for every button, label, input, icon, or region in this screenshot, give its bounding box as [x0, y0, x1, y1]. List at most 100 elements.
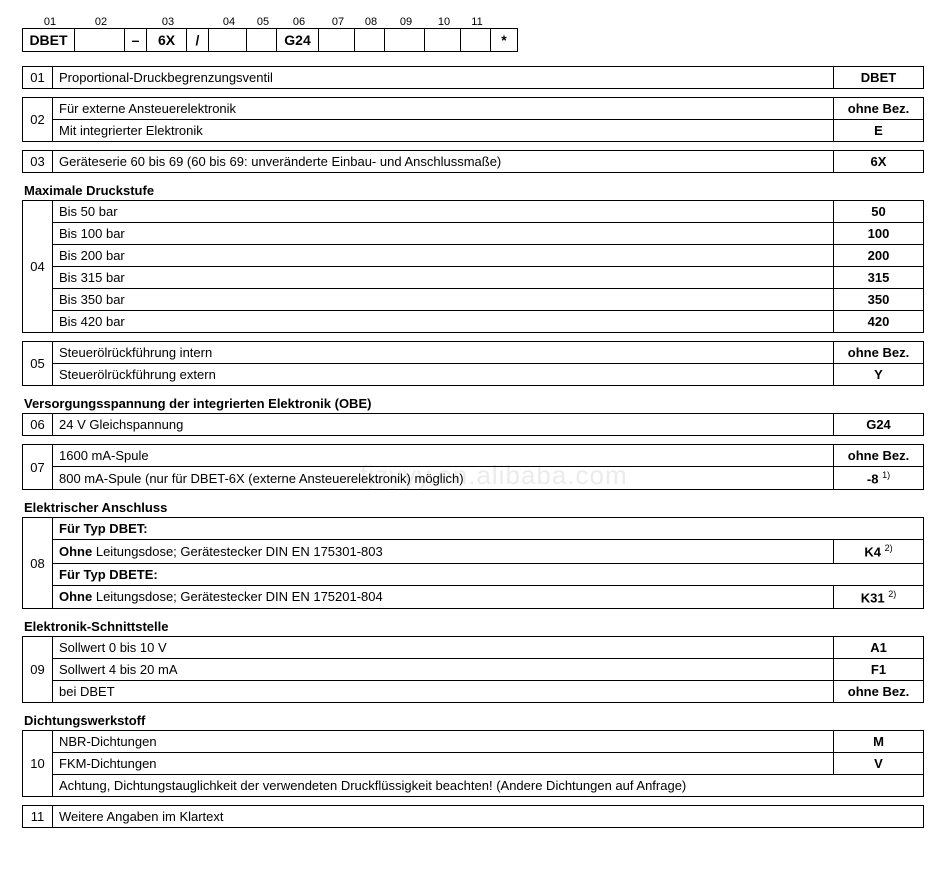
- sec09-title: Elektronik-Schnittstelle: [24, 619, 924, 634]
- sec01-num: 01: [23, 67, 53, 89]
- sec02-r0-code: ohne Bez.: [834, 98, 924, 120]
- cell-07: [319, 29, 355, 51]
- sec08-g1-hdr: Für Typ DBETE:: [53, 563, 924, 585]
- sec06-num: 06: [23, 414, 53, 436]
- sec11-num: 11: [23, 805, 53, 827]
- sec07-r1-desc: 800 mA-Spule (nur für DBET-6X (externe A…: [53, 467, 834, 490]
- cell-06: G24: [277, 29, 319, 51]
- sec07-r1-code: -8 1): [834, 467, 924, 490]
- sec04-num: 04: [23, 201, 53, 333]
- sec11-desc: Weitere Angaben im Klartext: [53, 805, 924, 827]
- sec08-num: 08: [23, 518, 53, 609]
- sec09-num: 09: [23, 636, 53, 702]
- hdr-lbl-07: 07: [320, 16, 356, 28]
- hdr-lbl-05: 05: [248, 16, 278, 28]
- sec07-r0-code: ohne Bez.: [834, 445, 924, 467]
- section-03-table: 03 Geräteserie 60 bis 69 (60 bis 69: unv…: [22, 150, 924, 173]
- sec09-r1-code: F1: [834, 658, 924, 680]
- cell-08: [355, 29, 385, 51]
- sec10-r1-desc: FKM-Dichtungen: [53, 752, 834, 774]
- hdr-lbl-03: 03: [148, 16, 188, 28]
- sec03-num: 03: [23, 151, 53, 173]
- sec08-g0-code: K4 2): [834, 540, 924, 563]
- ordering-code-cells: DBET – 6X / G24 *: [22, 28, 518, 52]
- sec04-r4-code: 350: [834, 289, 924, 311]
- section-08-table: 08 Für Typ DBET: Ohne Leitungsdose; Gerä…: [22, 517, 924, 609]
- sec05-r1-desc: Steuerölrückführung extern: [53, 364, 834, 386]
- sec04-r5-desc: Bis 420 bar: [53, 311, 834, 333]
- section-05-table: 05 Steuerölrückführung intern ohne Bez. …: [22, 341, 924, 386]
- sec02-num: 02: [23, 98, 53, 142]
- sec05-r0-code: ohne Bez.: [834, 342, 924, 364]
- hdr-lbl-06: 06: [278, 16, 320, 28]
- sec06-title: Versorgungsspannung der integrierten Ele…: [24, 396, 924, 411]
- cell-02: [75, 29, 125, 51]
- sec04-r4-desc: Bis 350 bar: [53, 289, 834, 311]
- sec04-title: Maximale Druckstufe: [24, 183, 924, 198]
- sec09-r2-desc: bei DBET: [53, 680, 834, 702]
- sec07-r0-desc: 1600 mA-Spule: [53, 445, 834, 467]
- cell-slash: /: [187, 29, 209, 51]
- cell-03: 6X: [147, 29, 187, 51]
- sec04-r0-code: 50: [834, 201, 924, 223]
- hdr-lbl-10: 10: [426, 16, 462, 28]
- sec04-r1-desc: Bis 100 bar: [53, 223, 834, 245]
- sec08-g1-code: K31 2): [834, 585, 924, 608]
- hdr-lbl-08: 08: [356, 16, 386, 28]
- sec08-g1-row: Ohne Leitungsdose; Gerätestecker DIN EN …: [53, 585, 834, 608]
- sec04-r2-desc: Bis 200 bar: [53, 245, 834, 267]
- sec05-num: 05: [23, 342, 53, 386]
- cell-01: DBET: [23, 29, 75, 51]
- section-07-table: 07 1600 mA-Spule ohne Bez. 800 mA-Spule …: [22, 444, 924, 490]
- cell-11: [461, 29, 491, 51]
- sec06-code: G24: [834, 414, 924, 436]
- sec04-r3-desc: Bis 315 bar: [53, 267, 834, 289]
- sec04-r3-code: 315: [834, 267, 924, 289]
- hdr-lbl-11: 11: [462, 16, 492, 28]
- sec10-note: Achtung, Dichtungstauglichkeit der verwe…: [53, 774, 924, 796]
- sec02-r1-code: E: [834, 120, 924, 142]
- sec01-code: DBET: [834, 67, 924, 89]
- sec10-r1-code: V: [834, 752, 924, 774]
- cell-10: [425, 29, 461, 51]
- hdr-lbl-09: 09: [386, 16, 426, 28]
- section-02-table: 02 Für externe Ansteuerelektronik ohne B…: [22, 97, 924, 142]
- sec03-code: 6X: [834, 151, 924, 173]
- sec02-r1-desc: Mit integrierter Elektronik: [53, 120, 834, 142]
- sec07-num: 07: [23, 445, 53, 490]
- sec02-r0-desc: Für externe Ansteuerelektronik: [53, 98, 834, 120]
- sec10-num: 10: [23, 730, 53, 796]
- sec08-title: Elektrischer Anschluss: [24, 500, 924, 515]
- sec06-desc: 24 V Gleichspannung: [53, 414, 834, 436]
- sec10-r0-code: M: [834, 730, 924, 752]
- cell-star: *: [491, 29, 517, 51]
- sec03-desc: Geräteserie 60 bis 69 (60 bis 69: unverä…: [53, 151, 834, 173]
- sec09-r0-desc: Sollwert 0 bis 10 V: [53, 636, 834, 658]
- cell-04: [209, 29, 247, 51]
- cell-09: [385, 29, 425, 51]
- section-09-table: 09 Sollwert 0 bis 10 V A1 Sollwert 4 bis…: [22, 636, 924, 703]
- section-10-table: 10 NBR-Dichtungen M FKM-DichtungenV Acht…: [22, 730, 924, 797]
- sec04-r2-code: 200: [834, 245, 924, 267]
- sec10-title: Dichtungswerkstoff: [24, 713, 924, 728]
- hdr-lbl-04: 04: [210, 16, 248, 28]
- section-04-table: 04 Bis 50 bar 50 Bis 100 bar100 Bis 200 …: [22, 200, 924, 333]
- section-01-table: 01 Proportional-Druckbegrenzungsventil D…: [22, 66, 924, 89]
- sec08-g0-hdr: Für Typ DBET:: [53, 518, 924, 540]
- sec04-r0-desc: Bis 50 bar: [53, 201, 834, 223]
- sec09-r1-desc: Sollwert 4 bis 20 mA: [53, 658, 834, 680]
- section-06-table: 06 24 V Gleichspannung G24: [22, 413, 924, 436]
- section-11-table: 11 Weitere Angaben im Klartext: [22, 805, 924, 828]
- sec10-r0-desc: NBR-Dichtungen: [53, 730, 834, 752]
- sec04-r5-code: 420: [834, 311, 924, 333]
- cell-05: [247, 29, 277, 51]
- sec04-r1-code: 100: [834, 223, 924, 245]
- cell-dash: –: [125, 29, 147, 51]
- hdr-lbl-01: 01: [24, 16, 76, 28]
- sec05-r1-code: Y: [834, 364, 924, 386]
- sec09-r2-code: ohne Bez.: [834, 680, 924, 702]
- hdr-lbl-02: 02: [76, 16, 126, 28]
- sec08-g0-row: Ohne Leitungsdose; Gerätestecker DIN EN …: [53, 540, 834, 563]
- sec09-r0-code: A1: [834, 636, 924, 658]
- sec01-desc: Proportional-Druckbegrenzungsventil: [53, 67, 834, 89]
